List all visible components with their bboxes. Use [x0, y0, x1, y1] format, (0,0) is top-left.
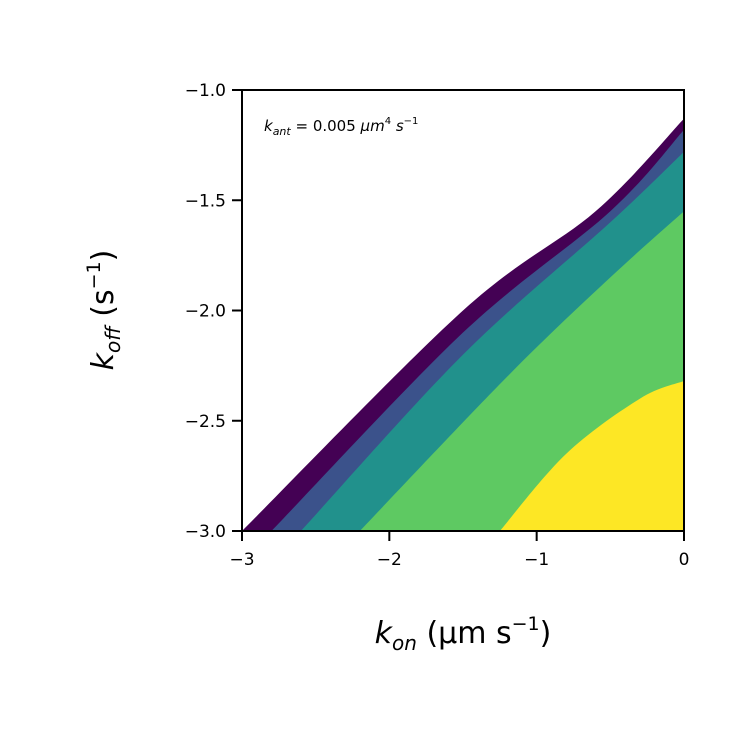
y-tick-label: −3.0 [185, 522, 226, 542]
y-tick-label: −2.5 [185, 412, 226, 432]
x-tick-label: −3 [229, 550, 254, 570]
y-tick-label: −2.0 [185, 302, 226, 322]
x-tick-label: −1 [524, 550, 549, 570]
y-tick-label: −1.0 [185, 81, 226, 101]
y-tick-label: −1.5 [185, 191, 226, 211]
x-tick-label: 0 [679, 550, 690, 570]
x-tick-label: −2 [377, 550, 402, 570]
